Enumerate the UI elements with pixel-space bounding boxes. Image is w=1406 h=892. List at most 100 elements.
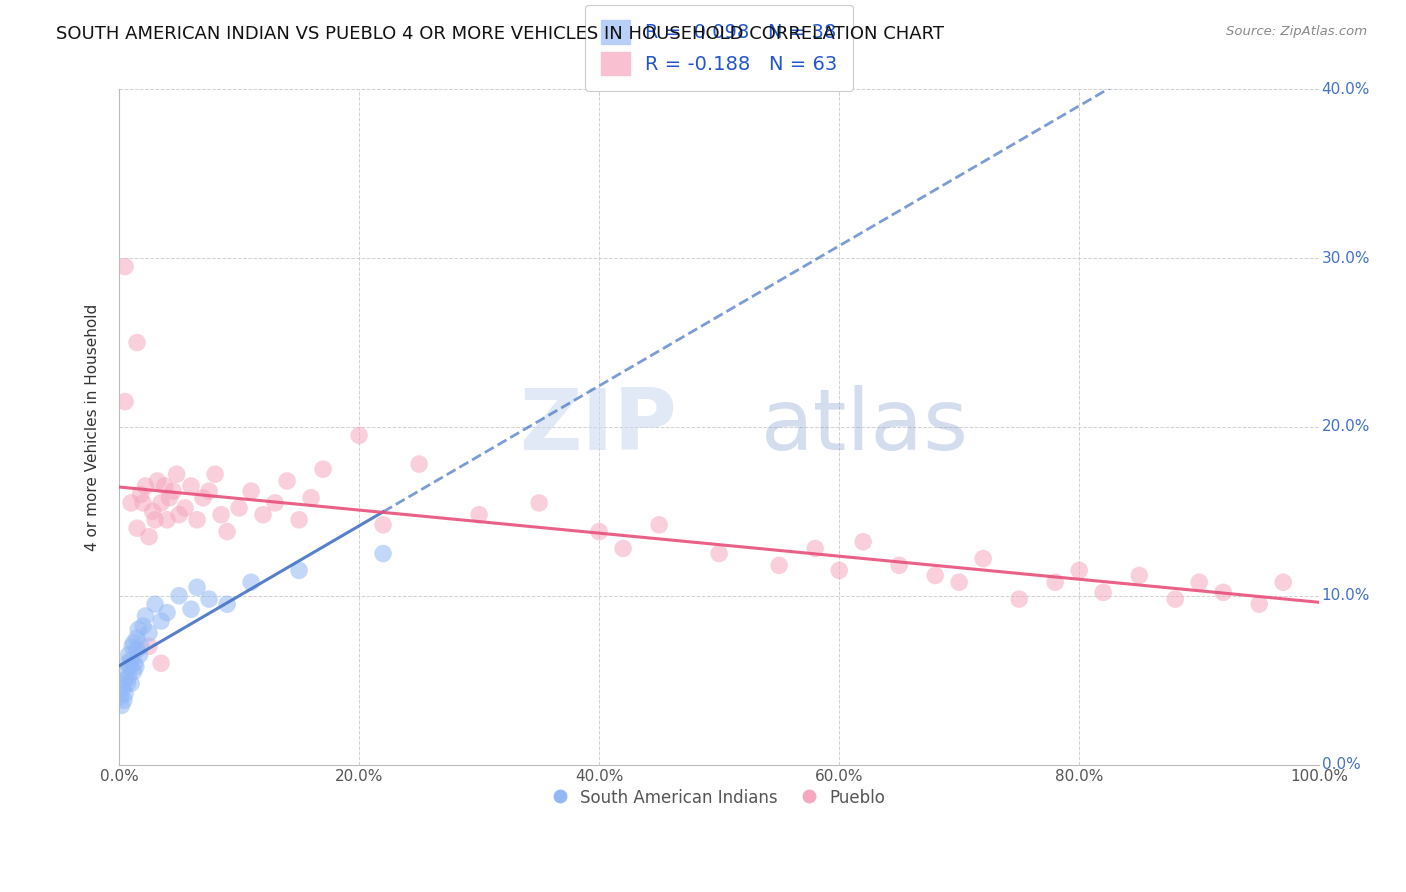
Point: [134, 609, 156, 624]
Point: [156, 513, 179, 527]
Point: [1043, 575, 1066, 590]
Point: [240, 484, 263, 499]
Point: [1069, 563, 1091, 577]
Text: 0.0%: 0.0%: [1322, 757, 1361, 772]
Point: [110, 698, 132, 713]
Point: [159, 491, 181, 505]
Point: [132, 619, 155, 633]
Point: [142, 504, 165, 518]
Point: [215, 524, 238, 539]
Point: [527, 496, 550, 510]
Text: SOUTH AMERICAN INDIAN VS PUEBLO 4 OR MORE VEHICLES IN HOUSEHOLD CORRELATION CHAR: SOUTH AMERICAN INDIAN VS PUEBLO 4 OR MOR…: [56, 25, 945, 43]
Point: [1092, 585, 1115, 599]
Point: [153, 479, 176, 493]
Point: [143, 597, 166, 611]
Point: [138, 640, 160, 654]
Point: [468, 508, 491, 522]
Point: [125, 642, 148, 657]
Point: [114, 394, 136, 409]
Point: [114, 673, 136, 687]
Text: Source: ZipAtlas.com: Source: ZipAtlas.com: [1226, 25, 1367, 38]
Point: [288, 563, 311, 577]
Point: [828, 563, 851, 577]
Point: [118, 670, 141, 684]
Legend: South American Indians, Pueblo: South American Indians, Pueblo: [547, 782, 891, 814]
Point: [124, 657, 146, 671]
Point: [118, 648, 141, 662]
Point: [198, 592, 221, 607]
Point: [1128, 568, 1150, 582]
Text: 30.0%: 30.0%: [1322, 251, 1369, 266]
Point: [180, 479, 202, 493]
Point: [191, 491, 214, 505]
Point: [134, 479, 156, 493]
Point: [1212, 585, 1234, 599]
Point: [204, 467, 226, 482]
Point: [1008, 592, 1031, 607]
Point: [240, 575, 263, 590]
Point: [117, 657, 139, 671]
Point: [889, 558, 911, 573]
Point: [120, 496, 142, 510]
Text: ZIP: ZIP: [519, 385, 678, 468]
Point: [167, 589, 190, 603]
Point: [804, 541, 827, 556]
Point: [150, 657, 173, 671]
Point: [125, 659, 148, 673]
Point: [122, 636, 145, 650]
Point: [174, 500, 197, 515]
Point: [125, 335, 148, 350]
Point: [228, 500, 250, 515]
Point: [408, 457, 430, 471]
Point: [117, 676, 139, 690]
Point: [924, 568, 946, 582]
Point: [972, 551, 994, 566]
Point: [948, 575, 970, 590]
Point: [114, 260, 136, 274]
Point: [1188, 575, 1211, 590]
Point: [118, 659, 141, 673]
Point: [128, 648, 150, 662]
Point: [186, 513, 208, 527]
Point: [120, 653, 142, 667]
Point: [648, 517, 671, 532]
Point: [588, 524, 610, 539]
Point: [121, 640, 143, 654]
Point: [150, 496, 173, 510]
Point: [114, 687, 136, 701]
Point: [312, 462, 335, 476]
Point: [180, 602, 202, 616]
Point: [112, 693, 135, 707]
Point: [125, 631, 148, 645]
Point: [166, 467, 188, 482]
Point: [150, 614, 173, 628]
Point: [299, 491, 322, 505]
Point: [110, 690, 132, 704]
Point: [209, 508, 232, 522]
Point: [1272, 575, 1295, 590]
Point: [125, 521, 148, 535]
Point: [1249, 597, 1271, 611]
Point: [198, 484, 221, 499]
Point: [167, 508, 190, 522]
Point: [371, 547, 394, 561]
Point: [115, 665, 138, 679]
Point: [138, 625, 160, 640]
Point: [347, 428, 370, 442]
Point: [120, 676, 142, 690]
Point: [276, 474, 298, 488]
Point: [371, 517, 394, 532]
Y-axis label: 4 or more Vehicles in Household: 4 or more Vehicles in Household: [86, 303, 100, 550]
Point: [127, 623, 149, 637]
Point: [215, 597, 238, 611]
Point: [132, 496, 155, 510]
Point: [288, 513, 311, 527]
Point: [1164, 592, 1187, 607]
Point: [852, 534, 875, 549]
Point: [111, 681, 134, 696]
Point: [162, 484, 184, 499]
Point: [143, 513, 166, 527]
Text: atlas: atlas: [761, 385, 969, 468]
Point: [146, 474, 169, 488]
Point: [129, 487, 152, 501]
